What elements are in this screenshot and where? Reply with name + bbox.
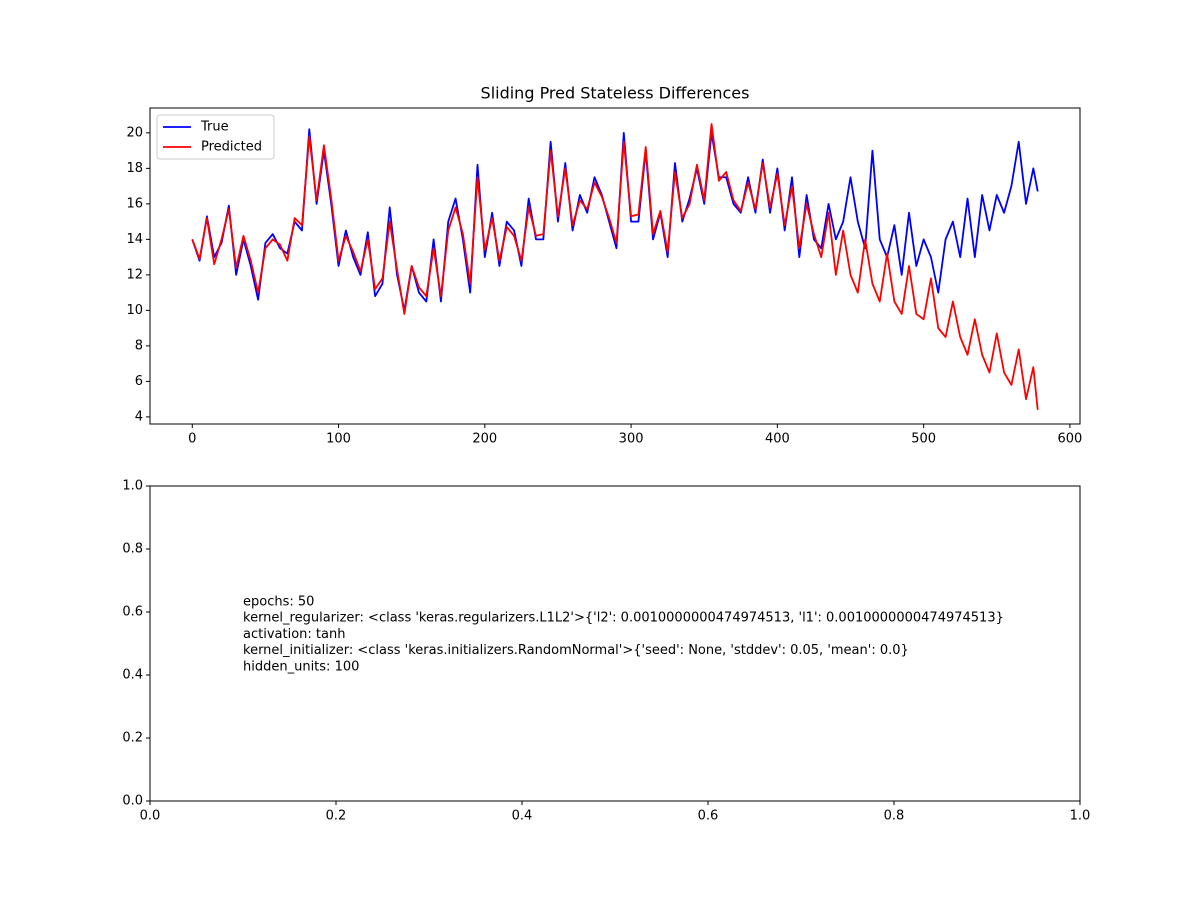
y-tick-label: 0.8 [122, 542, 143, 557]
legend-label: Predicted [201, 140, 262, 155]
x-tick-label: 100 [326, 432, 351, 447]
series-line [191, 123, 1039, 410]
annotation-line: activation: tanh [243, 627, 345, 642]
y-tick-label: 0.6 [122, 605, 143, 620]
y-tick-label: 14 [126, 232, 143, 247]
annotation-line: hidden_units: 100 [243, 659, 359, 674]
axes-frame [149, 485, 1081, 802]
x-tick-label: 0.0 [140, 809, 161, 824]
y-tick-label: 1.0 [122, 479, 143, 494]
y-tick-label: 8 [135, 338, 143, 353]
x-tick-label: 0.4 [512, 809, 533, 824]
y-tick-label: 6 [135, 374, 143, 389]
x-tick-label: 600 [1057, 432, 1082, 447]
legend-box [156, 114, 275, 160]
y-tick-label: 0.2 [122, 731, 143, 746]
x-tick-label: 0.6 [698, 809, 719, 824]
y-tick-label: 10 [126, 303, 143, 318]
y-tick-label: 12 [126, 267, 143, 282]
annotation-line: kernel_regularizer: <class 'keras.regula… [243, 611, 1004, 626]
y-tick-label: 18 [126, 161, 143, 176]
y-tick-label: 20 [126, 125, 143, 140]
annotation-line: epochs: 50 [243, 595, 314, 610]
x-tick-label: 1.0 [1070, 809, 1091, 824]
x-tick-label: 0.8 [884, 809, 905, 824]
y-tick-label: 16 [126, 196, 143, 211]
axes-frame [149, 107, 1081, 425]
x-tick-label: 400 [765, 432, 790, 447]
x-tick-label: 200 [472, 432, 497, 447]
chart-title: Sliding Pred Stateless Differences [481, 84, 750, 103]
x-tick-label: 0.2 [326, 809, 347, 824]
legend: True Predicted [156, 114, 275, 160]
y-tick-label: 0.0 [122, 794, 143, 809]
legend-label: True [200, 120, 229, 135]
annotation-line: kernel_initializer: <class 'keras.initia… [243, 643, 909, 658]
x-tick-label: 300 [619, 432, 644, 447]
x-tick-label: 0 [188, 432, 196, 447]
y-tick-label: 0.4 [122, 668, 143, 683]
x-tick-label: 500 [911, 432, 936, 447]
y-tick-label: 4 [135, 409, 143, 424]
